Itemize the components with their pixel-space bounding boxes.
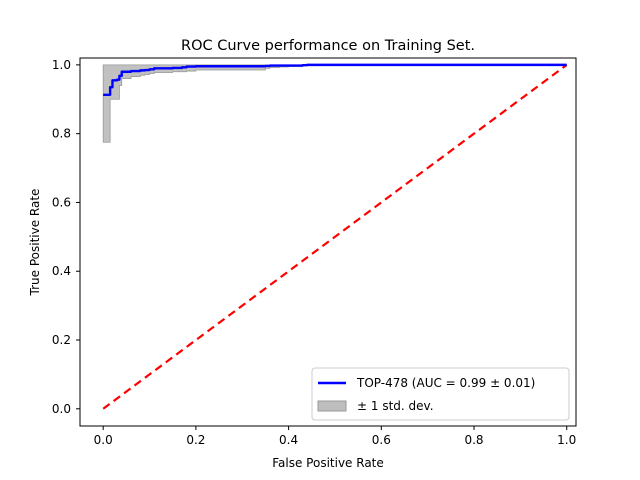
axis-ticks: 0.0 0.2 0.4 0.6 0.8 1.0 0.0 0.2 0.4 0.6 0.8 1.0 — [52, 58, 576, 447]
x-tick-label: 0.2 — [186, 433, 205, 447]
y-tick-label: 0.6 — [52, 195, 71, 209]
chart-title: ROC Curve performance on Training Set. — [181, 38, 475, 54]
legend: TOP-478 (AUC = 0.99 ± 0.01) ± 1 std. dev… — [311, 367, 570, 421]
y-tick-label: 0.4 — [52, 264, 71, 278]
x-tick-label: 0.6 — [372, 433, 391, 447]
y-tick-label: 0.0 — [52, 402, 71, 416]
y-tick-label: 0.8 — [52, 127, 71, 141]
legend-box — [311, 367, 570, 421]
roc-mean-line — [103, 63, 567, 96]
legend-label-roc: TOP-478 (AUC = 0.99 ± 0.01) — [356, 376, 535, 390]
y-tick-label: 1.0 — [52, 58, 71, 72]
x-axis-label: False Positive Rate — [272, 456, 384, 470]
chance-diagonal-line — [102, 63, 568, 410]
x-tick-label: 0.0 — [94, 433, 113, 447]
legend-swatch-patch — [317, 400, 347, 412]
x-tick-label: 0.8 — [464, 433, 483, 447]
x-tick-label: 0.4 — [279, 433, 298, 447]
y-tick-label: 0.2 — [52, 333, 71, 347]
legend-label-std: ± 1 std. dev. — [357, 399, 434, 413]
axes-frame — [79, 57, 577, 427]
x-tick-label: 1.0 — [557, 433, 576, 447]
y-axis-label: True Positive Rate — [28, 189, 42, 297]
plot-area — [102, 63, 568, 410]
